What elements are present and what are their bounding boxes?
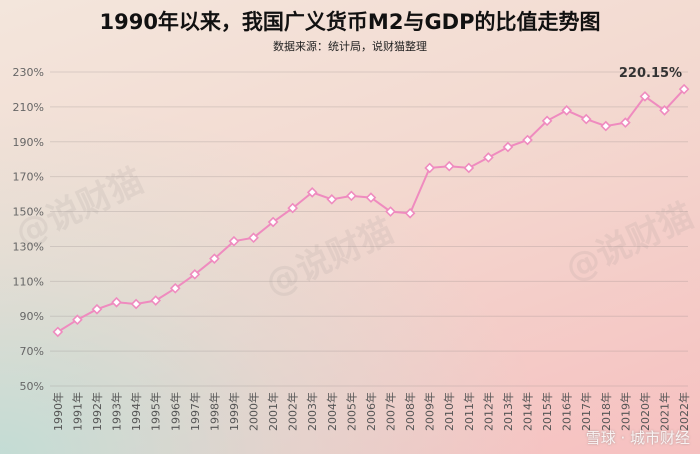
x-tick-label: 1994年	[129, 392, 143, 431]
y-tick-label: 130%	[13, 240, 44, 253]
data-point	[541, 115, 553, 127]
x-tick-label: 2021年	[658, 392, 672, 431]
x-tick-label: 2019年	[618, 392, 632, 431]
data-point	[189, 269, 201, 280]
x-tick-label: 2008年	[403, 392, 417, 431]
x-tick-label: 2017年	[579, 392, 593, 431]
x-tick-label: 2005年	[344, 392, 358, 431]
data-point	[463, 162, 475, 174]
data-point	[169, 282, 181, 294]
data-point	[346, 190, 357, 202]
x-tick-label: 2004年	[325, 392, 339, 431]
data-point	[267, 216, 279, 228]
x-tick-label: 2016年	[560, 392, 574, 431]
y-tick-label: 190%	[13, 136, 44, 149]
x-tick-label: 2018年	[599, 392, 613, 431]
data-label: 220.15%	[619, 66, 682, 81]
data-point	[150, 295, 162, 306]
data-point	[72, 314, 83, 326]
data-point	[522, 134, 533, 146]
y-tick-label: 170%	[13, 171, 44, 184]
footer-credit: 雪球 · 城市财经	[585, 429, 690, 447]
y-tick-label: 90%	[20, 310, 44, 323]
data-point	[248, 232, 259, 244]
x-tick-label: 2020年	[638, 392, 652, 431]
x-tick-label: 2006年	[364, 392, 378, 431]
x-axis-ticks: 1990年 1991年 1992年 1993年 1994年 1995年 1996年 1997年…	[51, 392, 691, 431]
x-tick-label: 2009年	[423, 392, 437, 431]
x-tick-label: 1998年	[207, 392, 221, 431]
data-point	[659, 105, 670, 116]
data-point	[404, 207, 416, 219]
x-tick-label: 1995年	[149, 392, 163, 431]
x-tick-label: 2012年	[481, 392, 495, 431]
y-tick-label: 50%	[20, 380, 44, 393]
data-point	[52, 326, 64, 338]
x-tick-label: 2001年	[266, 392, 280, 431]
gridlines	[50, 71, 688, 387]
x-tick-label: 2002年	[286, 392, 300, 431]
x-tick-label: 1993年	[110, 392, 124, 431]
data-point	[91, 303, 103, 315]
x-tick-label: 1992年	[90, 392, 104, 431]
data-point	[483, 152, 494, 163]
y-tick-label: 210%	[13, 101, 44, 114]
x-tick-label: 1997年	[188, 392, 202, 431]
x-tick-label: 1996年	[168, 392, 182, 431]
data-point	[287, 202, 299, 214]
x-tick-label: 1999年	[227, 392, 241, 431]
data-point	[365, 192, 377, 203]
data-point	[678, 83, 690, 95]
series-line	[57, 88, 685, 333]
annotations: 220.15%	[619, 66, 682, 81]
x-tick-label: 2007年	[384, 392, 398, 431]
y-tick-label: 230%	[13, 66, 44, 79]
data-point	[385, 206, 396, 217]
data-point	[209, 253, 220, 264]
data-point	[620, 117, 631, 128]
data-point	[424, 162, 436, 174]
chart-subtitle: 数据来源：统计局，说财猫整理	[273, 40, 427, 53]
data-point	[600, 120, 612, 132]
data-point	[326, 194, 338, 205]
x-tick-label: 2022年	[677, 392, 691, 431]
data-point	[130, 298, 142, 310]
data-point	[111, 296, 122, 308]
data-point	[228, 235, 240, 247]
data-point	[639, 91, 651, 102]
x-tick-label: 2010年	[442, 392, 456, 431]
y-tick-label: 110%	[13, 275, 44, 288]
data-point	[561, 105, 572, 116]
data-points	[52, 83, 690, 338]
x-tick-label: 2011年	[462, 392, 476, 431]
data-point	[443, 160, 455, 172]
x-tick-label: 2003年	[305, 392, 319, 431]
x-tick-label: 2000年	[247, 392, 261, 431]
y-tick-label: 150%	[13, 206, 44, 219]
data-point	[306, 187, 318, 198]
x-tick-label: 1991年	[70, 392, 84, 431]
y-tick-label: 70%	[20, 345, 44, 358]
chart-title: 1990年以来，我国广义货币M2与GDP的比值走势图	[99, 10, 601, 34]
y-axis-ticks: 50% 70% 90% 110% 130% 150% 170% 190% 210% 230%	[13, 66, 44, 393]
x-tick-label: 2014年	[521, 392, 535, 431]
data-point	[580, 113, 592, 125]
x-tick-label: 2015年	[540, 392, 554, 431]
x-tick-label: 2013年	[501, 392, 515, 431]
data-point	[502, 141, 514, 153]
x-tick-label: 1990年	[51, 392, 65, 431]
